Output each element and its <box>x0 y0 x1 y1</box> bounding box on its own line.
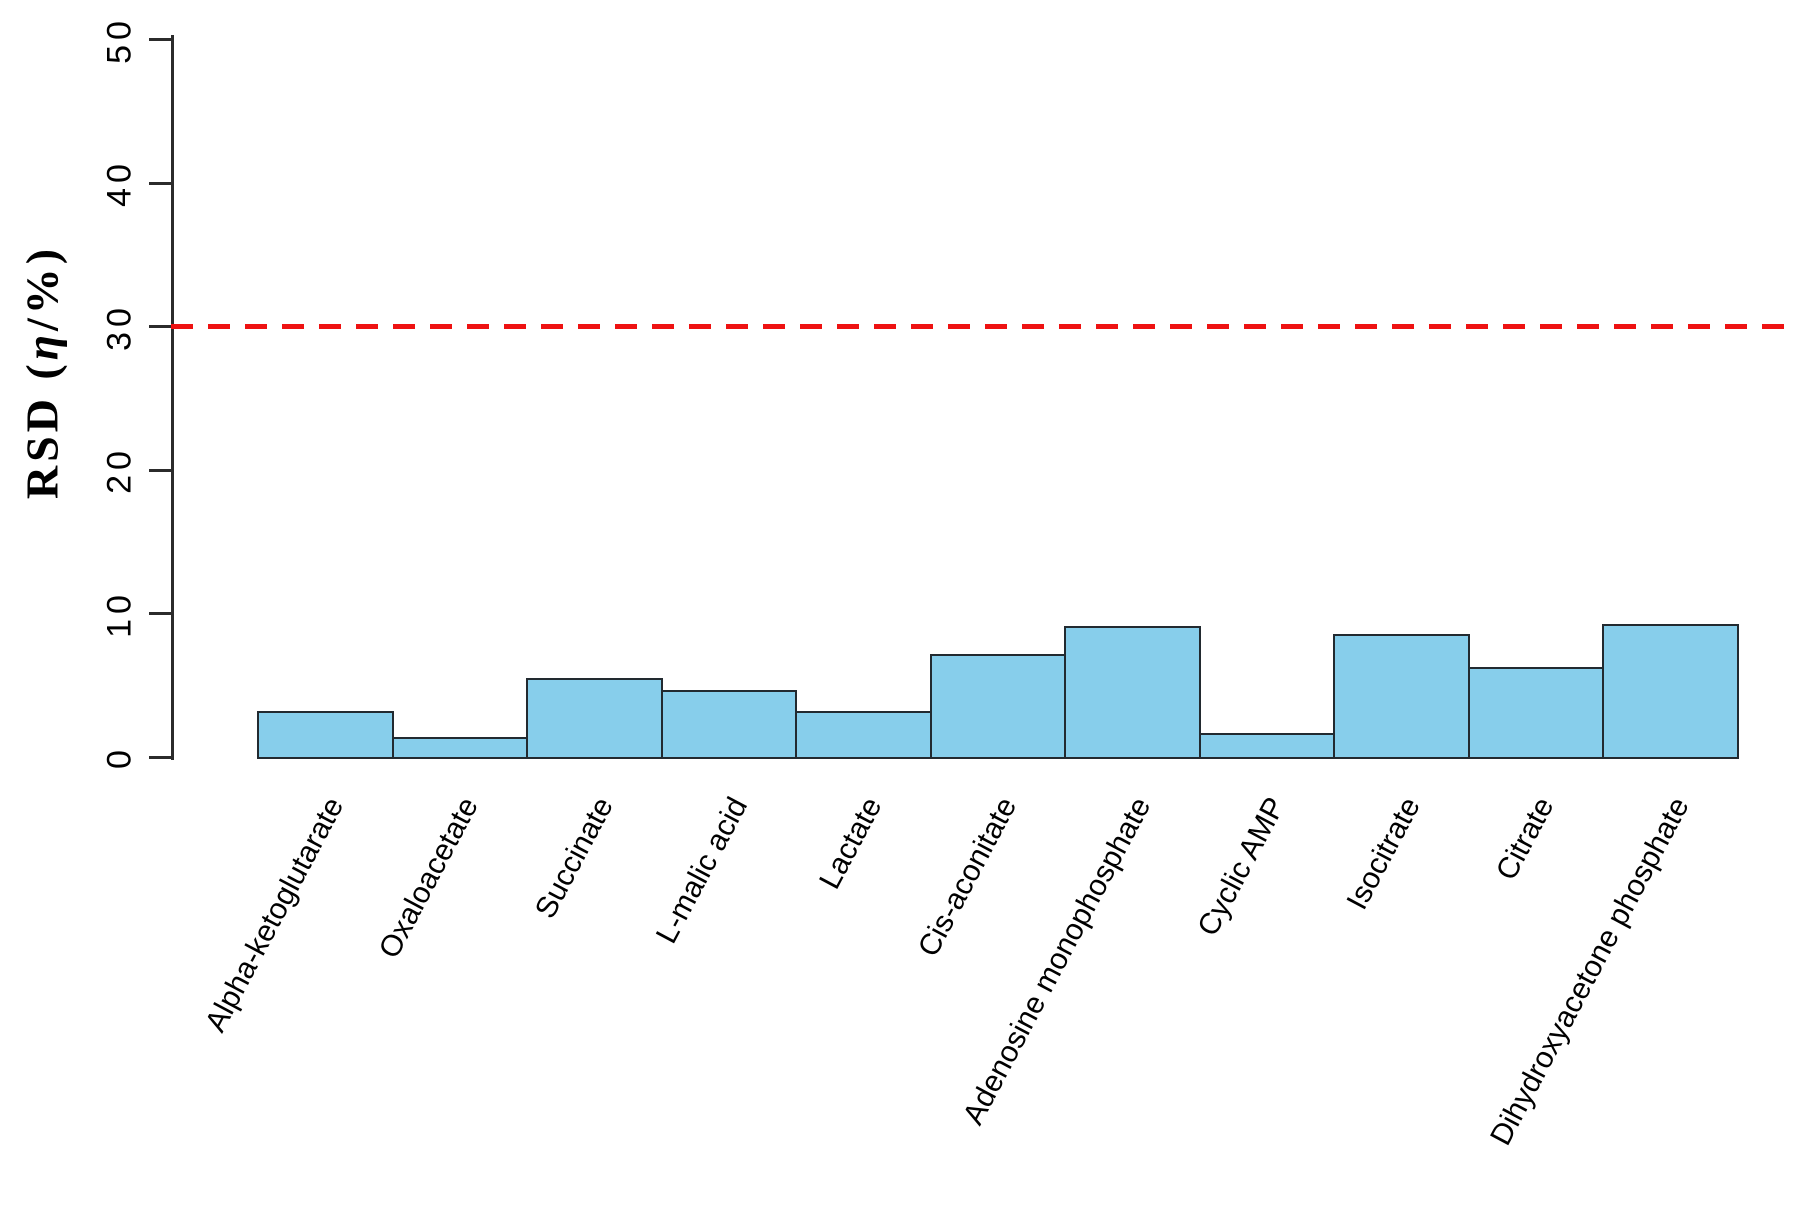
x-axis-label-succinate: Succinate <box>528 792 620 924</box>
x-axis-label-oxaloacetate: Oxaloacetate <box>372 792 485 964</box>
y-axis-tick-20 <box>149 468 171 472</box>
y-axis-tick-10 <box>149 612 171 615</box>
y-axis-tick-30 <box>149 325 171 328</box>
x-axis-label-cis-aconitate: Cis-aconitate <box>911 792 1023 963</box>
y-axis-tick-0 <box>149 755 171 759</box>
y-axis-title-text: /%) <box>16 244 68 332</box>
bar-citrate <box>1467 666 1604 759</box>
y-axis-tick-label-30: 30 <box>100 302 139 351</box>
bar-lactate <box>795 711 932 759</box>
y-axis-title: RSD (η/%) <box>16 245 69 499</box>
x-axis-label-cyclic-amp: Cyclic AMP <box>1191 792 1292 942</box>
bar-cyclic-amp <box>1198 732 1335 759</box>
y-axis-tick-label-50: 50 <box>100 15 139 64</box>
bar-isocitrate <box>1333 633 1470 759</box>
x-axis-label-citrate: Citrate <box>1490 792 1561 886</box>
x-axis-label-isocitrate: Isocitrate <box>1340 792 1427 915</box>
bar-l-malic-acid <box>660 689 797 759</box>
y-axis-tick-label-20: 20 <box>100 446 139 494</box>
y-axis-title-eta: η <box>16 331 68 361</box>
reference-dashed-line <box>171 324 1798 329</box>
bar-dihydroxyacetone-phosphate <box>1602 623 1739 759</box>
bar-adenosine-monophosphate <box>1064 626 1201 759</box>
bar-cis-aconitate <box>929 653 1066 759</box>
x-axis-label-lactate: Lactate <box>813 792 889 895</box>
y-axis-tick-label-10: 10 <box>100 589 139 638</box>
bar-oxaloacetate <box>391 736 528 759</box>
y-axis-line <box>171 35 174 760</box>
bar-succinate <box>526 678 663 759</box>
y-axis-tick-50 <box>149 38 171 41</box>
y-axis-tick-label-0: 0 <box>100 745 139 769</box>
x-axis-label-alpha-ketoglutarate: Alpha-ketoglutarate <box>199 792 351 1038</box>
y-axis-title-text: RSD ( <box>16 360 68 500</box>
y-axis-tick-40 <box>149 181 171 185</box>
bar-alpha-ketoglutarate <box>257 711 394 759</box>
x-axis-label-l-malic-acid: L-malic acid <box>649 792 754 949</box>
y-axis-tick-label-40: 40 <box>100 159 139 207</box>
